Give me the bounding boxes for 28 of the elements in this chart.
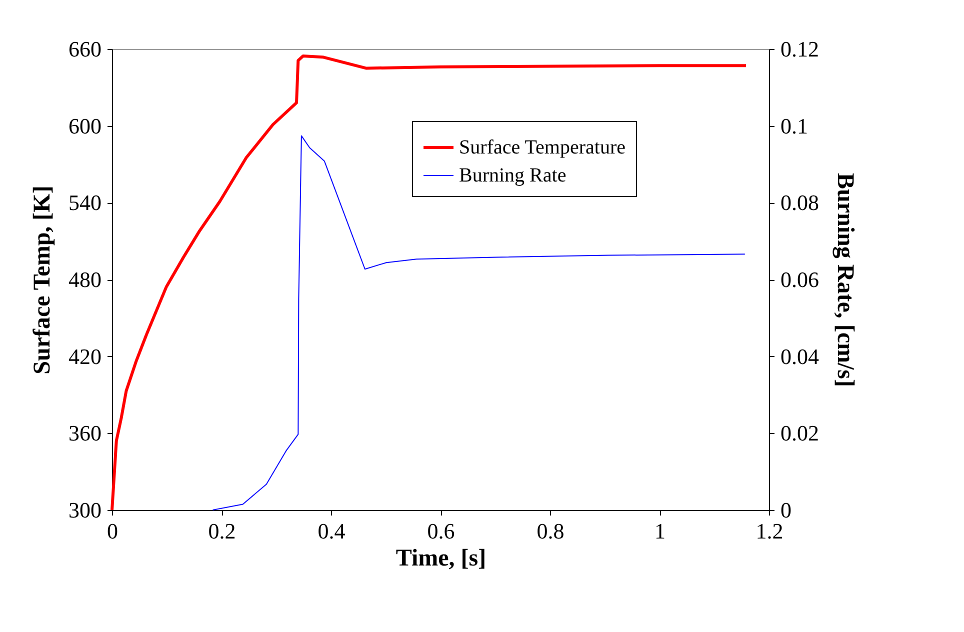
y-tick-label: 660 [68,36,102,62]
y2-axis-title: Burning Rate, [cm/s] [832,173,858,387]
y2-tick-label: 0.08 [780,190,819,216]
x-tick-label: 0 [107,518,118,544]
x-tick-label: 1.2 [756,518,784,544]
y2-tick-label: 0.02 [780,420,819,446]
line-series [212,135,746,510]
y-tick-label: 540 [68,190,102,216]
x-tick-label: 0.8 [536,518,564,544]
y-tick-label: 600 [68,113,102,138]
y-axis-title: Surface Temp, [K] [30,186,56,374]
legend-label: Surface Temperature [459,136,626,158]
x-tick-label: 0.2 [208,518,236,544]
x-tick-label: 0.6 [427,518,455,544]
y2-tick-label: 0 [780,498,792,522]
y2-tick-label: 0.12 [780,36,819,62]
line-series [110,54,748,512]
y-tick-label: 360 [68,420,102,446]
y2-tick-label: 0.1 [780,113,808,138]
x-tick-label: 0.4 [318,518,346,544]
y2-tick-label: 0.06 [780,267,819,292]
x-axis-title: Time, [s] [396,546,486,572]
y-tick-label: 420 [68,344,102,369]
y-tick-label: 480 [68,267,102,292]
legend-label: Burning Rate [459,164,566,186]
x-tick-label: 1 [654,518,666,544]
y2-tick-label: 0.04 [780,344,819,369]
y-tick-label: 300 [68,498,102,522]
